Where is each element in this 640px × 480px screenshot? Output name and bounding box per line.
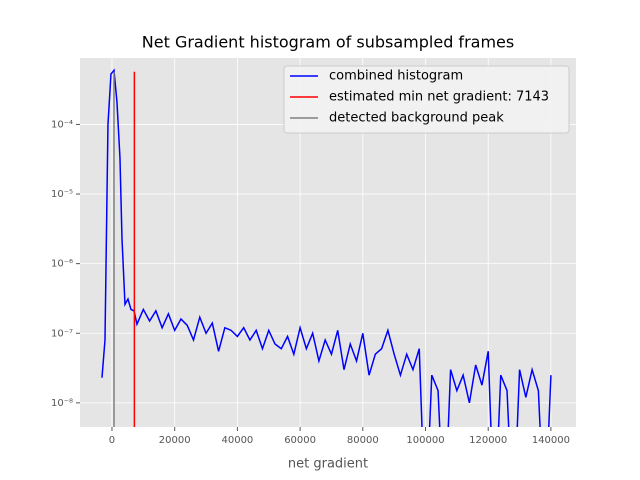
legend-box [283, 65, 570, 134]
y-tick-label: 10⁻⁵ [51, 189, 73, 200]
y-tick-label: 10⁻⁴ [51, 119, 73, 130]
y-tick-label: 10⁻⁷ [51, 328, 73, 339]
x-tick-label: 80000 [347, 435, 379, 446]
legend: combined histogram estimated min net grad… [283, 65, 570, 134]
x-tick-label: 120000 [469, 435, 507, 446]
x-tick-label: 40000 [221, 435, 253, 446]
x-tick-label: 0 [109, 435, 115, 446]
plot [101, 68, 552, 427]
legend-label: estimated min net gradient: 7143 [329, 90, 549, 105]
x-tick-label: 140000 [532, 435, 570, 446]
y-tick-label: 10⁻⁸ [51, 398, 73, 409]
x-tick-label: 60000 [284, 435, 316, 446]
x-tick-label: 100000 [406, 435, 444, 446]
chart-title: Net Gradient histogram of subsampled fra… [142, 33, 514, 52]
series-line [101, 68, 552, 427]
x-tick-label: 20000 [159, 435, 191, 446]
legend-label: detected background peak [329, 111, 504, 126]
y-tick-label: 10⁻⁶ [51, 259, 73, 270]
x-axis-label: net gradient [288, 457, 368, 472]
legend-label: combined histogram [329, 69, 463, 84]
